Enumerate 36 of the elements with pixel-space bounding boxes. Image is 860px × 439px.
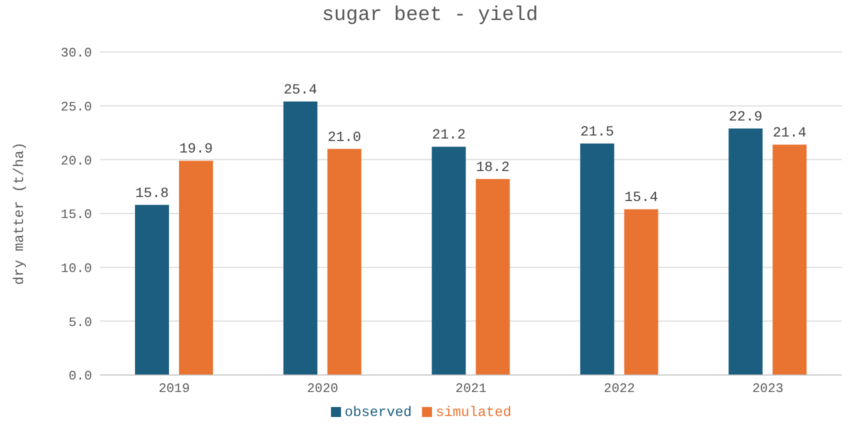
bar xyxy=(135,204,169,375)
legend-label: simulated xyxy=(436,405,512,421)
x-tick-label: 2021 xyxy=(455,381,487,396)
x-tick-label: 2019 xyxy=(158,381,190,396)
data-label: 19.9 xyxy=(179,142,213,158)
bar xyxy=(580,144,614,375)
legend-label: observed xyxy=(344,405,412,421)
x-tick-label: 2023 xyxy=(752,381,784,396)
data-label: 21.2 xyxy=(432,128,466,144)
y-tick-label: 10.0 xyxy=(60,260,92,276)
bar xyxy=(772,144,807,375)
x-tick-label: 2020 xyxy=(306,381,338,396)
y-tick-label: 25.0 xyxy=(60,99,92,114)
bar xyxy=(624,209,658,375)
data-label: 25.4 xyxy=(284,82,318,99)
x-tick-label: 2022 xyxy=(604,381,636,396)
bar xyxy=(728,128,763,375)
y-tick-label: 5.0 xyxy=(68,314,92,330)
data-label: 18.2 xyxy=(476,160,510,176)
y-tick-label: 0.0 xyxy=(68,368,92,384)
y-axis-title: dry matter (t/ha) xyxy=(12,142,28,285)
bar xyxy=(283,102,318,375)
data-label: 22.9 xyxy=(728,109,762,126)
y-tick-label: 20.0 xyxy=(60,153,92,168)
bar xyxy=(179,160,213,375)
y-tick-label: 30.0 xyxy=(60,46,92,61)
y-tick-label: 15.0 xyxy=(60,207,92,222)
chart-title: sugar beet - yield xyxy=(320,4,540,27)
data-label: 21.5 xyxy=(580,124,614,141)
bar xyxy=(476,179,510,375)
bar xyxy=(432,146,466,375)
bar xyxy=(327,148,362,375)
data-label: 21.0 xyxy=(328,130,362,146)
data-label: 15.8 xyxy=(135,186,169,202)
data-label: 15.4 xyxy=(624,190,658,206)
data-label: 21.4 xyxy=(772,126,806,142)
